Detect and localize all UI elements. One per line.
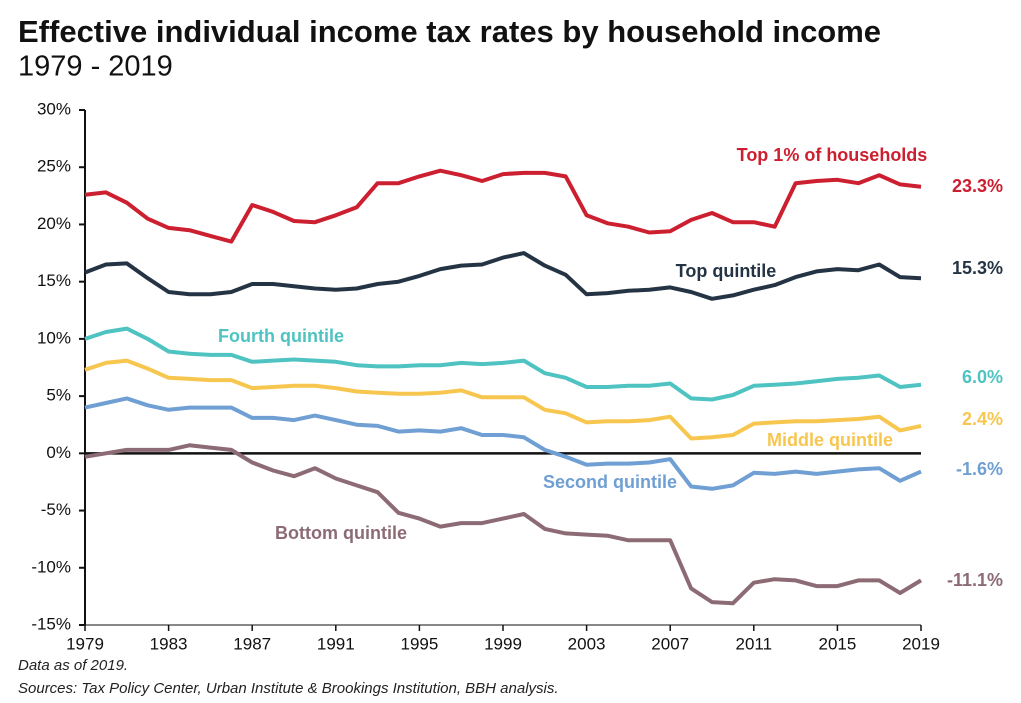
chart-subtitle: 1979 - 2019: [18, 51, 173, 83]
x-tick-label: 2007: [651, 634, 689, 653]
note: Sources: Tax Policy Center, Urban Instit…: [18, 680, 559, 697]
x-tick-label: 1979: [66, 634, 104, 653]
end-label: -1.6%: [956, 459, 1003, 479]
series-line: [84, 168, 922, 244]
series-line: [84, 443, 923, 606]
end-label: 2.4%: [962, 409, 1003, 429]
series-label: Second quintile: [543, 472, 677, 492]
y-tick-label: 5%: [46, 386, 71, 405]
y-tick-label: -10%: [31, 557, 71, 576]
x-tick-label: 2003: [568, 634, 606, 653]
end-label: 23.3%: [952, 176, 1003, 196]
x-tick-label: 1991: [317, 634, 355, 653]
y-tick-label: 25%: [37, 157, 71, 176]
series-line: [84, 396, 922, 491]
series-label: Bottom quintile: [275, 523, 407, 543]
y-tick-label: 30%: [37, 99, 71, 118]
series-label: Top quintile: [676, 261, 777, 281]
y-tick-label: -15%: [31, 614, 71, 633]
x-tick-label: 2019: [902, 634, 940, 653]
series-line: [84, 358, 922, 441]
chart-title: Effective individual income tax rates by…: [18, 14, 881, 49]
x-tick-label: 2015: [818, 634, 856, 653]
end-label: -11.1%: [947, 570, 1003, 590]
end-label: 15.3%: [952, 258, 1003, 278]
x-tick-label: 2011: [736, 634, 773, 653]
series-line: [84, 326, 922, 402]
y-tick-label: -5%: [41, 500, 71, 519]
series-label: Middle quintile: [767, 430, 893, 450]
y-tick-label: 10%: [37, 328, 71, 347]
series-label: Top 1% of households: [737, 145, 928, 165]
y-tick-label: 0%: [46, 443, 71, 462]
x-tick-label: 1987: [233, 634, 271, 653]
series-line: [84, 251, 922, 301]
x-tick-label: 1995: [400, 634, 438, 653]
note: Data as of 2019.: [18, 657, 128, 674]
y-tick-label: 15%: [37, 271, 71, 290]
x-tick-label: 1999: [484, 634, 522, 653]
series-label: Fourth quintile: [218, 326, 344, 346]
end-label: 6.0%: [962, 367, 1003, 387]
x-tick-label: 1983: [150, 634, 188, 653]
y-tick-label: 20%: [37, 214, 71, 233]
